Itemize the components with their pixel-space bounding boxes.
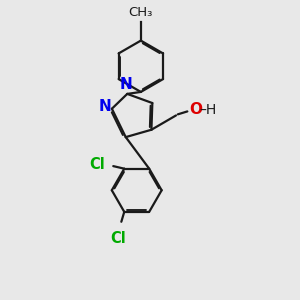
Text: Cl: Cl <box>110 231 125 246</box>
Text: Cl: Cl <box>89 157 105 172</box>
Text: CH₃: CH₃ <box>129 6 153 19</box>
Text: N: N <box>119 77 132 92</box>
Text: N: N <box>99 99 112 114</box>
Text: O: O <box>190 103 202 118</box>
Text: –H: –H <box>199 103 216 117</box>
